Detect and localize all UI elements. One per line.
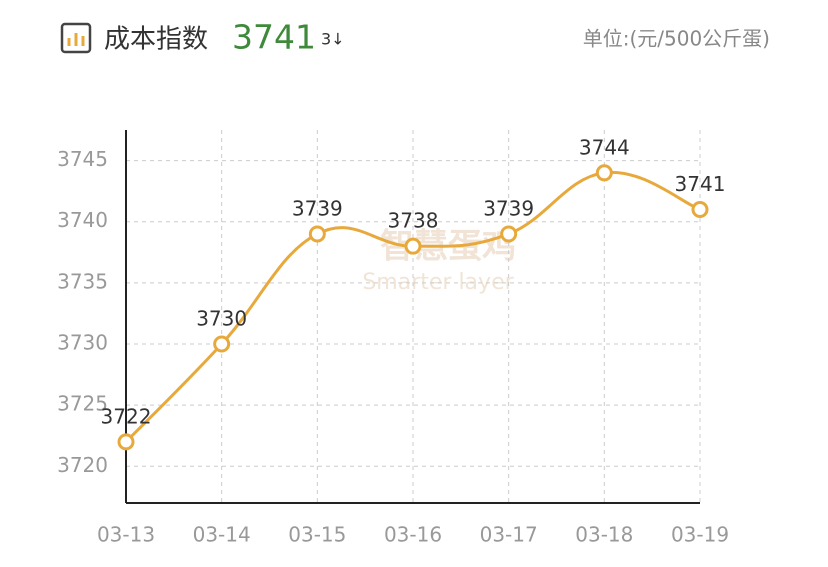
data-label: 3722 <box>101 404 152 428</box>
data-label: 3738 <box>388 209 439 233</box>
x-tick-label: 03-13 <box>97 523 155 547</box>
y-tick-label: 3730 <box>57 331 108 355</box>
point <box>213 335 231 353</box>
point <box>595 164 613 182</box>
point <box>404 237 422 255</box>
data-label: 3744 <box>579 135 630 159</box>
y-tick-label: 3725 <box>57 392 108 416</box>
unit: 单位:(元/500公斤蛋) <box>583 27 770 51</box>
data-label: 3739 <box>292 196 343 220</box>
x-tick-label: 03-14 <box>193 523 251 547</box>
data-label: 3730 <box>196 307 247 331</box>
x-tick-label: 03-15 <box>288 523 346 547</box>
y-tick-label: 3745 <box>57 147 108 171</box>
point <box>117 433 135 451</box>
y-tick-label: 3720 <box>57 453 108 477</box>
x-tick-label: 03-17 <box>480 523 538 547</box>
data-label: 3741 <box>675 172 726 196</box>
x-tick-label: 03-18 <box>575 523 633 547</box>
x-tick-label: 03-19 <box>671 523 729 547</box>
point <box>691 200 709 218</box>
data-label: 3739 <box>483 196 534 220</box>
title: 成本指数 <box>104 25 208 55</box>
x-tick-label: 03-16 <box>384 523 442 547</box>
change: 3↓ <box>321 30 345 49</box>
y-tick-label: 3740 <box>57 208 108 232</box>
current-value: 3741 <box>232 18 316 57</box>
point <box>308 225 326 243</box>
point <box>500 225 518 243</box>
title-icon <box>60 22 92 54</box>
y-tick-label: 3735 <box>57 269 108 293</box>
